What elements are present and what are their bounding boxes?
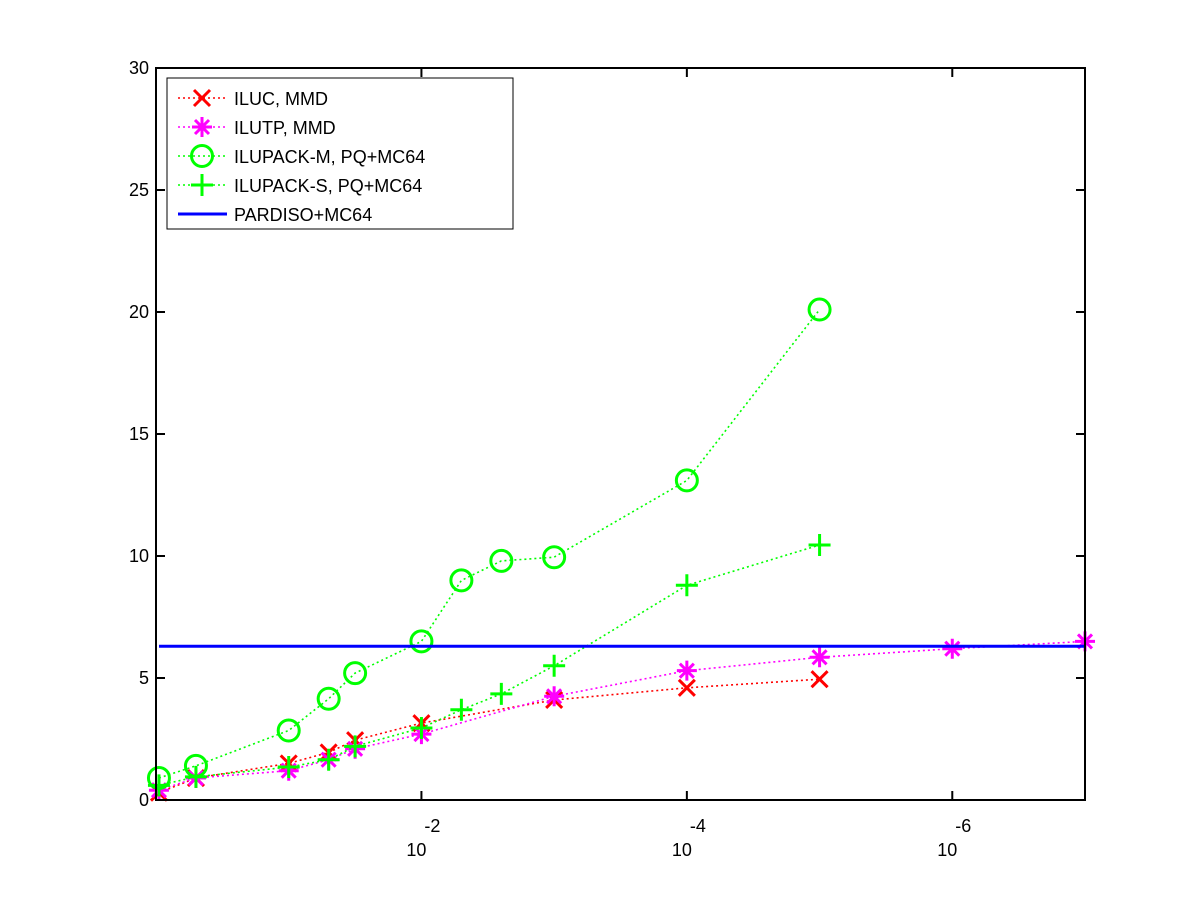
- series-line-iluc-mmd: [158, 678, 820, 794]
- data-point-ilutp-mmd-7: [676, 660, 697, 681]
- y-tick-label: 20: [129, 302, 149, 322]
- axes-layer: 0 5 10 15 20 25 30 10 -2 10 -4 10 -6: [129, 58, 1086, 860]
- x-tick-label-exponent: -2: [424, 816, 440, 836]
- legend-marker: [192, 117, 212, 137]
- y-tick-label: 15: [129, 424, 149, 444]
- x-tick-label-base: 10: [672, 840, 692, 860]
- legend-item-ilupack-m-pq-mc64: ILUPACK-M, PQ+MC64: [178, 144, 425, 168]
- data-point-ilupack-s-pq-mc64-1: [184, 765, 207, 788]
- data-point-ilupack-s-pq-mc64-4: [344, 735, 367, 758]
- x-tick-label-exponent: -4: [690, 816, 706, 836]
- data-point-ilupack-m-pq-mc64-10: [807, 297, 832, 322]
- legend-item-iluc-mmd: ILUC, MMD: [178, 88, 328, 109]
- data-point-ilupack-m-pq-mc64-6: [449, 568, 474, 593]
- data-point-ilupack-s-pq-mc64-6: [450, 698, 473, 721]
- x-tick-label-base: 10: [937, 840, 957, 860]
- data-point-ilupack-m-pq-mc64-4: [343, 661, 368, 686]
- data-point-ilupack-m-pq-mc64-9: [674, 468, 699, 493]
- legend-label: ILUPACK-S, PQ+MC64: [234, 176, 422, 196]
- x-tick-label-exponent: -6: [955, 816, 971, 836]
- legend-item-ilutp-mmd: ILUTP, MMD: [178, 117, 336, 138]
- legend-item-ilupack-s-pq-mc64: ILUPACK-S, PQ+MC64: [178, 174, 422, 196]
- y-tick-label: 0: [139, 790, 149, 810]
- legend: ILUC, MMD ILUTP, MMD ILUPACK-M, PQ+MC64 ILU…: [166, 77, 514, 230]
- y-tick-label: 5: [139, 668, 149, 688]
- y-tick-label: 25: [129, 180, 149, 200]
- legend-marker: [190, 144, 214, 168]
- data-point-ilupack-m-pq-mc64-8: [542, 545, 567, 570]
- legend-label: ILUPACK-M, PQ+MC64: [234, 147, 425, 167]
- data-point-ilupack-s-pq-mc64-10: [808, 534, 831, 557]
- series-ilupack-s-pq-mc64: [147, 534, 831, 797]
- series-line-ilupack-m-pq-mc64: [158, 309, 821, 779]
- data-point-ilupack-s-pq-mc64-0: [147, 774, 170, 797]
- data-point-ilutp-mmd-9: [942, 638, 963, 659]
- data-point-iluc-mmd-8: [810, 670, 829, 689]
- legend-label: ILUC, MMD: [234, 89, 328, 109]
- data-point-ilupack-m-pq-mc64-5: [409, 629, 434, 654]
- data-point-ilutp-mmd-6: [544, 686, 565, 707]
- y-tick-label: 10: [129, 546, 149, 566]
- legend-marker: [191, 174, 213, 196]
- data-point-iluc-mmd-7: [677, 678, 696, 697]
- series-line-ilutp-mmd: [158, 640, 1086, 791]
- data-point-ilupack-s-pq-mc64-8: [543, 654, 566, 677]
- x-tick-label-base: 10: [406, 840, 426, 860]
- data-point-ilupack-m-pq-mc64-2: [276, 718, 301, 743]
- data-point-ilupack-s-pq-mc64-3: [317, 748, 340, 771]
- legend-label: ILUTP, MMD: [234, 118, 336, 138]
- data-point-ilupack-s-pq-mc64-5: [410, 717, 433, 740]
- legend-box: [166, 77, 514, 230]
- legend-marker: [192, 88, 212, 108]
- y-tick-label: 30: [129, 58, 149, 78]
- series-layer: [146, 297, 1095, 802]
- data-point-ilupack-m-pq-mc64-7: [489, 548, 514, 573]
- legend-item-pardiso-mc64: PARDISO+MC64: [178, 205, 372, 225]
- legend-label: PARDISO+MC64: [234, 205, 372, 225]
- data-point-ilutp-mmd-8: [809, 647, 830, 668]
- data-point-ilupack-s-pq-mc64-2: [277, 756, 300, 779]
- data-point-ilupack-s-pq-mc64-7: [490, 682, 513, 705]
- data-point-ilupack-m-pq-mc64-3: [316, 686, 341, 711]
- data-point-ilupack-s-pq-mc64-9: [675, 574, 698, 597]
